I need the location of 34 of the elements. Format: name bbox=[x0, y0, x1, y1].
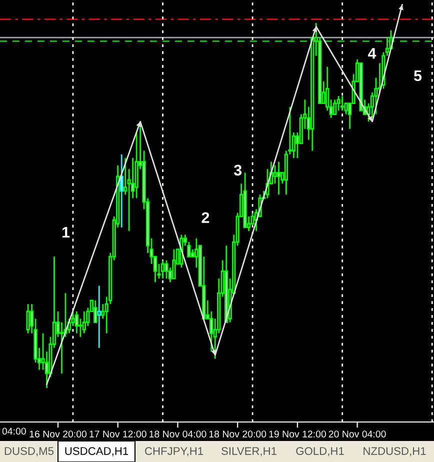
candlestick bbox=[74, 310, 79, 334]
candlestick bbox=[273, 164, 277, 184]
x-tick-label: 18 Nov 04:00 bbox=[150, 430, 206, 438]
candlestick bbox=[160, 260, 165, 280]
text: 04:00 bbox=[2, 428, 26, 435]
candlestick bbox=[60, 322, 64, 374]
candlestick bbox=[172, 248, 176, 280]
text: SILVER,H1 bbox=[222, 447, 276, 456]
text: GOLD,H1 bbox=[296, 447, 344, 456]
candlestick bbox=[82, 310, 86, 334]
candlestick bbox=[120, 154, 124, 228]
text: DUSD,M5 bbox=[4, 447, 54, 456]
candlestick bbox=[97, 285, 101, 349]
x-tick-label: 20 Nov 04:00 bbox=[328, 430, 386, 438]
text: USDCAD,H1 bbox=[65, 447, 128, 456]
annotation: 1 bbox=[62, 226, 70, 238]
annotation: 3 bbox=[234, 164, 242, 176]
x-tick-label: 17 Nov 12:00 bbox=[90, 430, 146, 438]
x-tick-label: 16 Nov 20:00 bbox=[30, 430, 87, 438]
candlestick bbox=[340, 95, 344, 112]
candlestick bbox=[336, 95, 340, 112]
candlestick bbox=[164, 260, 168, 280]
candlestick bbox=[94, 300, 98, 324]
text: CHFJPY,H1 bbox=[145, 447, 203, 456]
candlestick bbox=[276, 161, 281, 196]
candlestick bbox=[26, 303, 30, 334]
text: 5 bbox=[414, 70, 422, 82]
annotation: 2 bbox=[202, 212, 210, 223]
annotation: 4 bbox=[368, 48, 376, 59]
candlestick bbox=[333, 98, 337, 115]
x-tick-label: 18 Nov 20:00 bbox=[209, 430, 266, 438]
text: NZDUSD,H1 bbox=[364, 447, 426, 456]
candlestick bbox=[78, 318, 82, 338]
x-tick-label: 19 Nov 12:00 bbox=[269, 430, 326, 438]
